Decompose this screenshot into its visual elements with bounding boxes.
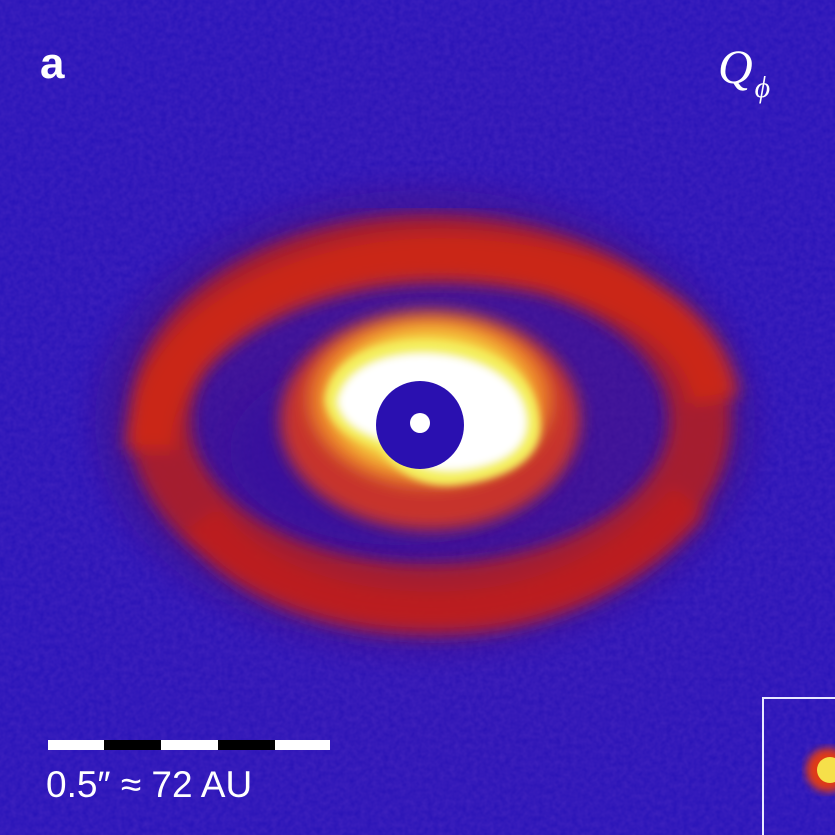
- panel-label: a: [40, 39, 65, 88]
- scale-bar-label: 0.5″ ≈ 72 AU: [46, 764, 253, 805]
- scale-bar: [48, 740, 330, 750]
- stokes-subscript: ϕ: [754, 71, 771, 104]
- inset-source: [806, 748, 835, 792]
- stokes-symbol: Q: [718, 41, 753, 94]
- star-marker: [410, 413, 430, 433]
- outer-ring: [125, 214, 740, 636]
- stokes-label: Qϕ: [718, 41, 770, 103]
- inset-frame: [762, 697, 835, 835]
